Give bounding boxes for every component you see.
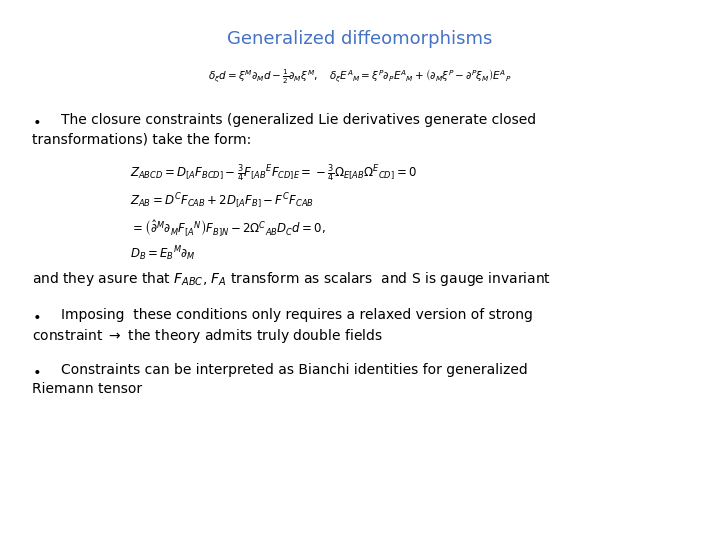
- Text: $= \left(\hat{\partial}^M \partial_M F_{[A}{}^N\right) F_{B]N} - 2\Omega^C{}_{AB: $= \left(\hat{\partial}^M \partial_M F_{…: [130, 219, 325, 239]
- Text: $D_B = E_B{}^M \partial_M$: $D_B = E_B{}^M \partial_M$: [130, 244, 195, 263]
- Text: $\bullet$: $\bullet$: [32, 113, 41, 127]
- Text: $\delta_\xi d = \xi^M \partial_M d - \frac{1}{2}\partial_M \xi^M, \quad \delta_\: $\delta_\xi d = \xi^M \partial_M d - \fr…: [208, 68, 512, 86]
- Text: Imposing  these conditions only requires a relaxed version of strong: Imposing these conditions only requires …: [61, 308, 533, 322]
- Text: Riemann tensor: Riemann tensor: [32, 382, 143, 396]
- Text: Generalized diffeomorphisms: Generalized diffeomorphisms: [228, 30, 492, 48]
- Text: $\bullet$: $\bullet$: [32, 308, 41, 322]
- Text: The closure constraints (generalized Lie derivatives generate closed: The closure constraints (generalized Lie…: [61, 113, 536, 127]
- Text: and they asure that $F_{ABC}$, $F_A$ transform as scalars  and S is gauge invari: and they asure that $F_{ABC}$, $F_A$ tra…: [32, 270, 552, 288]
- Text: $Z_{ABCD} = D_{[A} F_{BCD]} - \frac{3}{4} F_{[AB}{}^E F_{CD]E} = -\frac{3}{4} \O: $Z_{ABCD} = D_{[A} F_{BCD]} - \frac{3}{4…: [130, 162, 416, 184]
- Text: $Z_{AB} = D^C F_{CAB} + 2D_{[A} F_{B]} - F^C F_{CAB}$: $Z_{AB} = D^C F_{CAB} + 2D_{[A} F_{B]} -…: [130, 192, 314, 212]
- Text: constraint $\rightarrow$ the theory admits truly double fields: constraint $\rightarrow$ the theory admi…: [32, 327, 383, 345]
- Text: $\bullet$: $\bullet$: [32, 363, 41, 377]
- Text: Constraints can be interpreted as Bianchi identities for generalized: Constraints can be interpreted as Bianch…: [61, 363, 528, 377]
- Text: transformations) take the form:: transformations) take the form:: [32, 132, 252, 146]
